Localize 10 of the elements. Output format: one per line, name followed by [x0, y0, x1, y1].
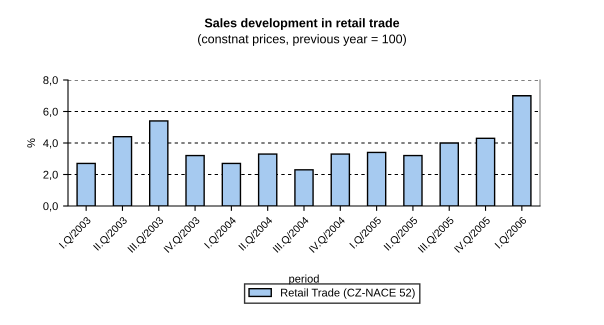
y-tick-label: 6,0: [43, 108, 58, 117]
y-tick-label: 2,0: [43, 170, 58, 180]
y-tick-label: 0,0: [43, 202, 58, 212]
y-tick-label: 8,0: [43, 76, 58, 86]
chart-title: Sales development in retail trade: [204, 18, 400, 30]
x-axis-title: period: [289, 274, 319, 285]
y-tick-label: 4,0: [43, 139, 58, 148]
chart-subtitle: (constnat prices, previous year = 100): [198, 34, 406, 46]
legend-label: Retail Trade (CZ-NACE 52): [281, 288, 415, 299]
y-axis-title: %: [27, 138, 36, 148]
